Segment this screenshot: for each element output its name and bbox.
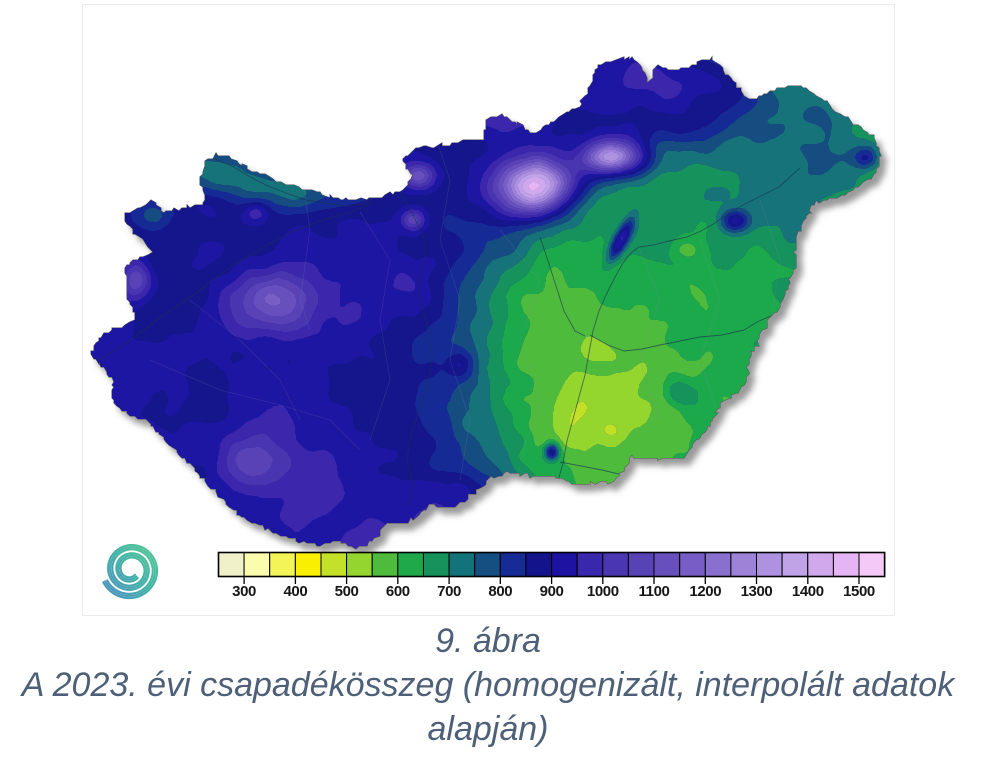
svg-text:1100: 1100 (639, 583, 670, 600)
svg-text:700: 700 (437, 583, 461, 600)
svg-text:1300: 1300 (741, 583, 773, 600)
svg-text:900: 900 (540, 583, 564, 600)
svg-text:300: 300 (232, 583, 256, 600)
svg-text:800: 800 (488, 583, 512, 600)
svg-text:600: 600 (386, 583, 410, 600)
svg-text:1000: 1000 (587, 583, 619, 600)
svg-text:500: 500 (335, 583, 359, 600)
svg-text:1400: 1400 (792, 583, 824, 600)
svg-text:400: 400 (283, 583, 307, 600)
svg-text:1200: 1200 (689, 583, 721, 600)
svg-text:1500: 1500 (843, 583, 875, 600)
